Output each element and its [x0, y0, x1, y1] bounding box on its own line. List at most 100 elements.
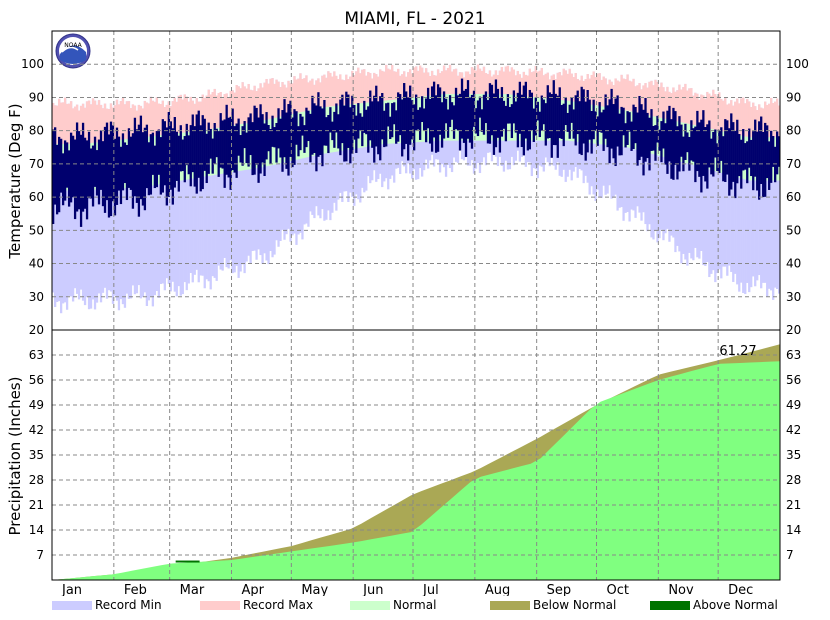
record-max-bar: [672, 87, 675, 121]
actual-temp-bar: [418, 107, 422, 140]
record-max-bar: [584, 79, 587, 104]
actual-temp-bar: [359, 113, 362, 131]
actual-temp-bar: [456, 95, 460, 131]
record-max-bar: [540, 67, 543, 98]
actual-temp-bar: [632, 104, 635, 149]
record-max-bar: [722, 100, 725, 132]
temp-tick-left: 70: [29, 157, 44, 171]
actual-temp-bar: [99, 130, 103, 190]
record-min-bar: [95, 104, 99, 303]
temp-tick-left: 90: [29, 90, 44, 104]
legend-swatch: [52, 600, 92, 610]
record-min-bar: [175, 101, 178, 297]
actual-temp-bar: [385, 103, 388, 147]
actual-temp-bar: [482, 94, 486, 135]
record-max-bar: [732, 105, 735, 134]
record-min-bar: [117, 104, 121, 311]
actual-temp-bar: [696, 110, 699, 172]
actual-temp-bar: [570, 97, 573, 123]
record-max-bar: [532, 71, 535, 98]
legend-label: Record Min: [95, 598, 162, 612]
month-labels: Jan Feb Mar Apr May Jun Jul Aug Sep Oct Nov Dec: [61, 583, 753, 596]
actual-temp-bar: [329, 107, 332, 133]
record-min-bar: [65, 103, 69, 310]
actual-temp-bar: [642, 109, 645, 176]
record-max-bar: [688, 88, 691, 125]
actual-temp-bar: [225, 104, 228, 175]
record-max-bar: [327, 71, 330, 107]
record-min-bar: [111, 107, 115, 304]
actual-temp-bar: [347, 94, 350, 148]
record-min-bar: [760, 107, 763, 289]
record-min-bar: [652, 85, 655, 240]
record-min-bar: [191, 100, 194, 283]
actual-temp-bar: [682, 136, 685, 172]
actual-temp-bar: [494, 79, 498, 148]
record-min-bar: [209, 94, 212, 290]
actual-temp-bar: [488, 83, 492, 144]
record-min-bar: [239, 88, 242, 272]
record-max-bar: [752, 102, 755, 138]
record-min-bar: [628, 80, 631, 222]
record-max-bar: [415, 66, 418, 98]
record-max-bar: [700, 94, 703, 127]
record-max-bar: [381, 70, 384, 101]
record-max-bar: [740, 98, 743, 136]
actual-temp-bar: [105, 122, 109, 201]
record-max-bar: [684, 83, 687, 124]
actual-temp-bar: [650, 109, 653, 151]
record-max-bar: [257, 88, 260, 122]
record-min-bar: [155, 97, 159, 292]
actual-temp-bar: [401, 99, 404, 157]
actual-temp-bar: [189, 125, 192, 187]
actual-temp-bar: [560, 105, 563, 139]
actual-temp-bar: [107, 134, 111, 218]
record-max-bar: [768, 103, 771, 138]
month-label: Jun: [362, 583, 383, 596]
legend-item: Normal: [350, 598, 436, 612]
record-max-bar: [235, 85, 238, 125]
record-max-bar: [430, 70, 434, 96]
actual-temp-bar: [285, 112, 288, 169]
record-max-bar: [71, 108, 75, 144]
actual-temp-bar: [546, 85, 549, 139]
precip-tick-right: 21: [786, 498, 801, 512]
actual-temp-bar: [67, 150, 71, 207]
actual-temp-bar: [257, 117, 260, 183]
record-max-bar: [341, 79, 344, 106]
record-max-bar: [55, 105, 59, 144]
actual-temp-bar: [474, 108, 478, 134]
record-max-bar: [157, 103, 161, 136]
actual-temp-bar: [524, 81, 527, 139]
actual-temp-bar: [688, 136, 691, 171]
record-max-bar: [426, 72, 430, 96]
actual-temp-bar: [704, 127, 707, 182]
record-min-bar: [698, 99, 701, 259]
actual-temp-bar: [718, 129, 721, 173]
actual-temp-bar: [303, 125, 306, 153]
actual-temp-bar: [668, 105, 671, 162]
precip-tick-left: 35: [29, 448, 44, 462]
record-max-bar: [169, 106, 172, 135]
actual-temp-bar: [554, 93, 557, 146]
record-max-bar: [131, 104, 135, 139]
actual-temp-bar: [265, 112, 268, 160]
record-max-bar: [542, 75, 545, 99]
record-max-bar: [664, 91, 667, 119]
record-max-bar: [696, 93, 699, 126]
record-max-bar: [261, 87, 264, 121]
chart-svg: MIAMI, FL - 2021 NOAA Temperature (Deg F…: [6, 9, 809, 596]
actual-temp-bar: [305, 107, 308, 148]
record-max-bar: [516, 70, 520, 96]
precip-tick-right: 7: [786, 548, 794, 562]
actual-temp-bar: [764, 122, 767, 197]
actual-temp-bar: [654, 125, 657, 161]
actual-temp-bar: [59, 138, 63, 193]
record-max-bar: [101, 108, 105, 142]
record-max-bar: [442, 65, 446, 95]
actual-temp-bar: [480, 109, 484, 132]
record-max-bar: [452, 69, 456, 95]
record-max-bar: [383, 71, 386, 101]
record-max-bar: [249, 89, 252, 123]
actual-temp-bar: [670, 119, 673, 179]
